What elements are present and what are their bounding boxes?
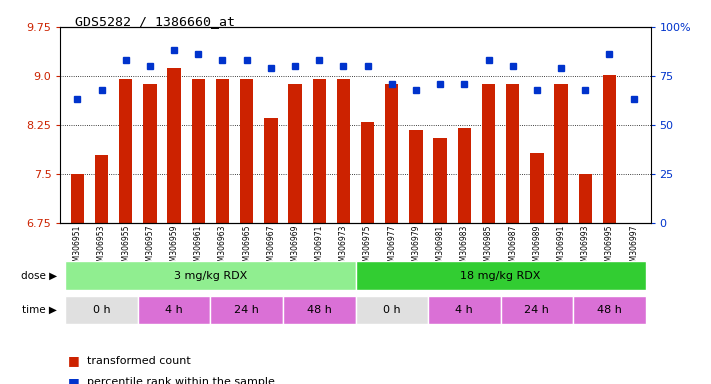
Text: GSM306983: GSM306983 xyxy=(460,225,469,271)
Bar xyxy=(168,68,181,223)
Bar xyxy=(428,296,501,324)
Bar xyxy=(240,79,253,223)
Text: 0 h: 0 h xyxy=(383,305,400,315)
Bar xyxy=(603,74,616,223)
Text: 48 h: 48 h xyxy=(306,305,331,315)
Text: time ▶: time ▶ xyxy=(22,305,57,315)
Text: 24 h: 24 h xyxy=(234,305,259,315)
Bar xyxy=(65,261,356,290)
Text: 3 mg/kg RDX: 3 mg/kg RDX xyxy=(173,270,247,281)
Text: GSM306951: GSM306951 xyxy=(73,225,82,271)
Text: GSM306967: GSM306967 xyxy=(267,225,275,271)
Text: GSM306955: GSM306955 xyxy=(122,225,130,271)
Bar xyxy=(573,296,646,324)
Bar xyxy=(482,84,495,223)
Text: percentile rank within the sample: percentile rank within the sample xyxy=(87,377,275,384)
Text: GSM306991: GSM306991 xyxy=(557,225,565,271)
Text: GSM306963: GSM306963 xyxy=(218,225,227,271)
Bar xyxy=(119,79,132,223)
Text: GSM306957: GSM306957 xyxy=(146,225,154,271)
Text: GSM306995: GSM306995 xyxy=(605,225,614,271)
Text: GSM306997: GSM306997 xyxy=(629,225,638,271)
Text: GSM306969: GSM306969 xyxy=(291,225,299,271)
Bar xyxy=(361,121,374,223)
Text: GSM306953: GSM306953 xyxy=(97,225,106,271)
Text: 4 h: 4 h xyxy=(165,305,183,315)
Text: GSM306989: GSM306989 xyxy=(533,225,541,271)
Bar xyxy=(434,138,447,223)
Text: 4 h: 4 h xyxy=(456,305,474,315)
Bar xyxy=(289,84,301,223)
Bar xyxy=(579,174,592,223)
Bar xyxy=(337,79,350,223)
Bar xyxy=(410,130,422,223)
Text: GSM306973: GSM306973 xyxy=(339,225,348,271)
Text: GSM306979: GSM306979 xyxy=(412,225,420,271)
Text: GSM306981: GSM306981 xyxy=(436,225,444,271)
Bar xyxy=(138,296,210,324)
Bar xyxy=(95,156,108,223)
Bar xyxy=(356,261,646,290)
Text: ■: ■ xyxy=(68,354,80,367)
Text: transformed count: transformed count xyxy=(87,356,191,366)
Text: 48 h: 48 h xyxy=(597,305,622,315)
Bar xyxy=(210,296,283,324)
Bar xyxy=(506,84,519,223)
Text: 18 mg/kg RDX: 18 mg/kg RDX xyxy=(461,270,541,281)
Text: GDS5282 / 1386660_at: GDS5282 / 1386660_at xyxy=(75,15,235,28)
Bar xyxy=(313,79,326,223)
Bar xyxy=(385,84,398,223)
Text: GSM306975: GSM306975 xyxy=(363,225,372,271)
Bar xyxy=(216,79,229,223)
Text: dose ▶: dose ▶ xyxy=(21,270,57,281)
Bar xyxy=(144,84,156,223)
Text: GSM306961: GSM306961 xyxy=(194,225,203,271)
Bar xyxy=(555,84,567,223)
Bar xyxy=(501,296,573,324)
Bar xyxy=(356,296,428,324)
Bar xyxy=(264,118,277,223)
Text: GSM306977: GSM306977 xyxy=(387,225,396,271)
Text: 24 h: 24 h xyxy=(525,305,550,315)
Text: 0 h: 0 h xyxy=(92,305,110,315)
Bar xyxy=(458,128,471,223)
Bar xyxy=(283,296,356,324)
Text: GSM306993: GSM306993 xyxy=(581,225,589,271)
Bar xyxy=(70,174,84,223)
Bar xyxy=(65,296,138,324)
Text: GSM306971: GSM306971 xyxy=(315,225,324,271)
Text: GSM306959: GSM306959 xyxy=(170,225,178,271)
Bar xyxy=(530,153,543,223)
Text: ■: ■ xyxy=(68,376,80,384)
Text: GSM306965: GSM306965 xyxy=(242,225,251,271)
Text: GSM306985: GSM306985 xyxy=(484,225,493,271)
Text: GSM306987: GSM306987 xyxy=(508,225,517,271)
Bar xyxy=(192,79,205,223)
